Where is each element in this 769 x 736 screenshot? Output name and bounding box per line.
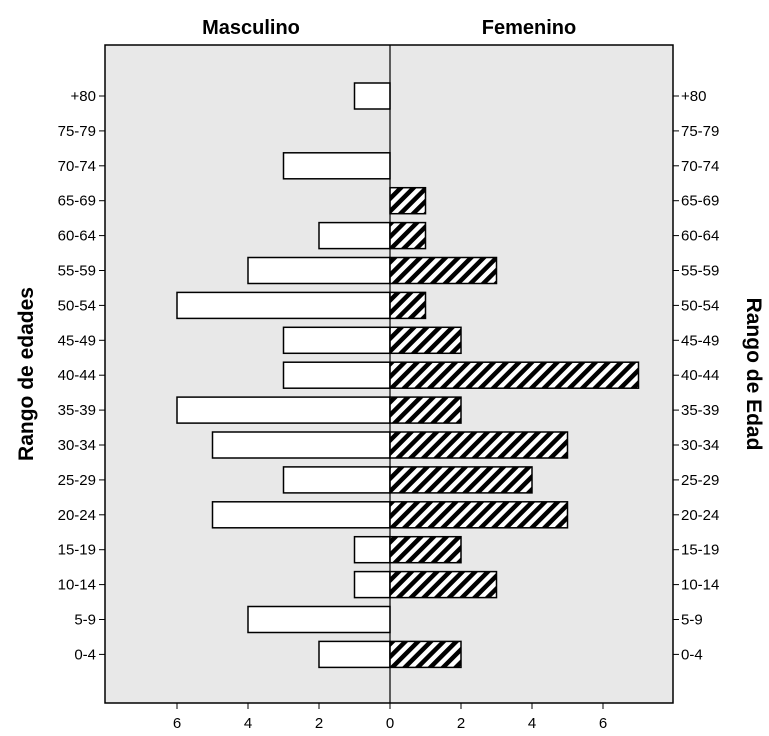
- y-tick-label-right: 25-29: [681, 472, 719, 489]
- y-tick-label-right: 55-59: [681, 263, 719, 280]
- y-tick-label-left: 25-29: [58, 472, 96, 489]
- left-panel-title: Masculino: [202, 17, 300, 39]
- bar-femenino-25-29: [389, 466, 533, 494]
- y-tick-label-left: 70-74: [58, 158, 96, 175]
- y-tick-label-left: 15-19: [58, 542, 96, 559]
- bar-femenino-20-24: [389, 501, 569, 529]
- x-tick-label: 0: [386, 715, 394, 732]
- bar-femenino-65-69: [389, 186, 427, 215]
- bar-masculino-70-74: [282, 152, 391, 180]
- bar-femenino-55-59: [389, 256, 498, 285]
- y-tick-label-right: 70-74: [681, 158, 719, 175]
- y-tick-label-left: 30-34: [58, 437, 96, 454]
- y-tick-label-left: +80: [71, 88, 96, 105]
- bar-femenino-35-39: [389, 396, 462, 424]
- bar-femenino-10-14: [389, 570, 498, 599]
- bar-femenino-30-34: [389, 431, 569, 459]
- bar-masculino-0-4: [318, 640, 391, 669]
- x-tick-label: 2: [315, 715, 323, 732]
- bar-masculino-35-39: [176, 396, 391, 424]
- bar-masculino-50-54: [176, 291, 391, 320]
- right-panel-title: Femenino: [482, 17, 576, 39]
- x-tick-label: 4: [244, 715, 252, 732]
- bar-masculino-55-59: [247, 256, 391, 285]
- y-tick-label-left: 20-24: [58, 507, 96, 524]
- y-tick-label-right: 10-14: [681, 577, 719, 594]
- y-tick-label-right: +80: [681, 88, 706, 105]
- bar-masculino-5-9: [247, 605, 391, 634]
- y-tick-label-left: 35-39: [58, 402, 96, 419]
- x-tick-label: 2: [457, 715, 465, 732]
- bar-masculino-15-19: [353, 535, 391, 564]
- y-axis-title-left: Rango de edades: [15, 287, 38, 461]
- y-tick-label-right: 30-34: [681, 437, 719, 454]
- y-tick-label-right: 50-54: [681, 297, 719, 314]
- y-tick-label-right: 35-39: [681, 402, 719, 419]
- x-tick-label: 6: [173, 715, 181, 732]
- bar-masculino-20-24: [211, 501, 391, 529]
- y-tick-label-left: 60-64: [58, 228, 96, 245]
- y-tick-label-right: 60-64: [681, 228, 719, 245]
- bar-masculino-60-64: [318, 221, 391, 250]
- bar-masculino-+80: [353, 82, 391, 110]
- y-tick-label-right: 45-49: [681, 332, 719, 349]
- y-axis-title-right: Rango de Edad: [742, 298, 765, 451]
- y-tick-label-left: 5-9: [74, 612, 96, 629]
- y-tick-label-right: 65-69: [681, 193, 719, 210]
- bar-femenino-0-4: [389, 640, 462, 669]
- bar-masculino-45-49: [282, 326, 391, 355]
- y-tick-label-right: 20-24: [681, 507, 719, 524]
- y-tick-label-left: 65-69: [58, 193, 96, 210]
- y-tick-label-left: 55-59: [58, 263, 96, 280]
- y-tick-label-left: 50-54: [58, 297, 96, 314]
- x-tick-label: 6: [599, 715, 607, 732]
- y-tick-label-left: 75-79: [58, 123, 96, 140]
- y-tick-label-right: 15-19: [681, 542, 719, 559]
- y-tick-label-left: 45-49: [58, 332, 96, 349]
- bar-masculino-25-29: [282, 466, 391, 494]
- bar-femenino-45-49: [389, 326, 462, 355]
- bar-femenino-15-19: [389, 535, 462, 564]
- bar-masculino-10-14: [353, 570, 391, 599]
- y-tick-label-right: 5-9: [681, 612, 703, 629]
- y-tick-label-left: 40-44: [58, 367, 96, 384]
- y-tick-label-left: 0-4: [74, 646, 96, 663]
- y-tick-label-left: 10-14: [58, 577, 96, 594]
- bar-femenino-50-54: [389, 291, 427, 320]
- x-tick-label: 4: [528, 715, 536, 732]
- bar-femenino-40-44: [389, 361, 640, 389]
- bar-masculino-30-34: [211, 431, 391, 459]
- bar-femenino-60-64: [389, 221, 427, 250]
- y-tick-label-right: 0-4: [681, 646, 703, 663]
- bar-masculino-40-44: [282, 361, 391, 389]
- y-tick-label-right: 40-44: [681, 367, 719, 384]
- y-tick-label-right: 75-79: [681, 123, 719, 140]
